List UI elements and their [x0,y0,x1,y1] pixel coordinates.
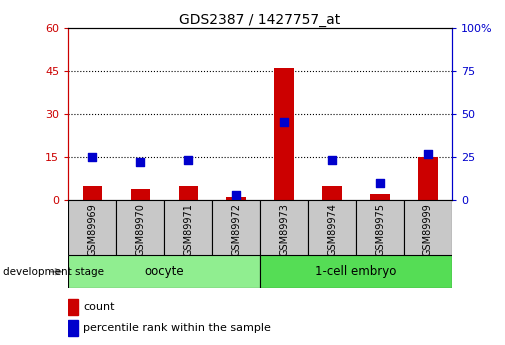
Text: GSM89972: GSM89972 [231,203,241,256]
Bar [68,299,78,315]
Point [280,120,288,125]
Title: GDS2387 / 1427757_at: GDS2387 / 1427757_at [179,12,341,27]
Bar [260,255,452,288]
Bar [260,200,308,255]
Point [88,154,96,160]
Text: GSM89974: GSM89974 [327,203,337,256]
Text: percentile rank within the sample: percentile rank within the sample [83,323,271,333]
Bar [275,68,294,200]
Bar [356,200,404,255]
Bar [212,200,260,255]
Text: development stage: development stage [3,267,104,277]
Bar [68,320,78,335]
Text: GSM89970: GSM89970 [135,203,145,256]
Point [232,192,240,198]
Text: GSM89999: GSM89999 [423,203,433,256]
Bar [116,200,164,255]
Text: count: count [83,302,115,312]
Bar [419,157,437,200]
Text: GSM89975: GSM89975 [375,203,385,256]
Text: oocyte: oocyte [144,265,184,278]
Bar [404,200,452,255]
Bar [131,189,150,200]
Point [424,151,432,156]
Bar [83,186,102,200]
Bar [179,186,198,200]
Bar [226,197,245,200]
Bar [164,200,212,255]
Bar [371,194,390,200]
Bar [308,200,356,255]
Text: 1-cell embryo: 1-cell embryo [315,265,397,278]
Bar [68,255,260,288]
Point [376,180,384,186]
Bar [322,186,341,200]
Point [328,158,336,163]
Text: GSM89971: GSM89971 [183,203,193,256]
Bar [68,200,116,255]
Text: GSM89973: GSM89973 [279,203,289,256]
Point [184,158,192,163]
Point [136,159,144,165]
Text: GSM89969: GSM89969 [87,203,97,256]
